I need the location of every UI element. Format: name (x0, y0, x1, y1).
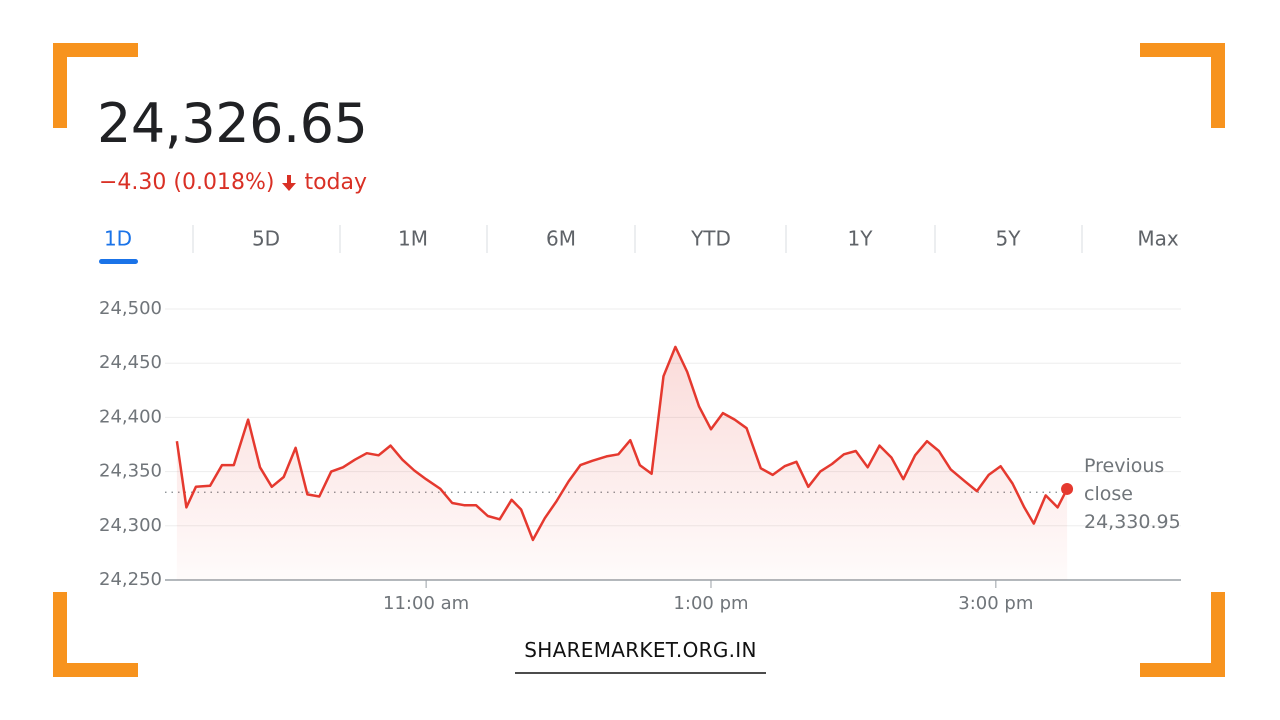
y-tick-label: 24,250 (99, 569, 162, 590)
x-tick-label: 11:00 am (383, 593, 469, 614)
corner-brackets (53, 43, 1225, 677)
tab-indicator (99, 259, 138, 264)
y-tick-label: 24,400 (99, 406, 162, 427)
x-tick-label: 1:00 pm (673, 593, 748, 614)
last-point (1061, 482, 1074, 495)
area (176, 346, 1068, 580)
tab[interactable]: 5Y (996, 227, 1022, 251)
footer-text: SHAREMARKET.ORG.IN (524, 638, 757, 662)
price: 24,326.65 (97, 92, 368, 155)
previous-close-annotation: Previous close 24,330.95 (1084, 452, 1184, 536)
tab[interactable]: YTD (690, 227, 731, 251)
change-period: today (304, 170, 368, 195)
tab[interactable]: 1D (104, 227, 132, 251)
down-arrow (282, 174, 297, 191)
tab[interactable]: 5D (252, 227, 280, 251)
y-tick-label: 24,350 (99, 461, 162, 482)
y-tick-label: 24,300 (99, 515, 162, 536)
tab[interactable]: 1Y (848, 227, 874, 251)
change-value: −4.30 (0.018%) (99, 170, 275, 195)
price-change: −4.30 (0.018%) today (99, 170, 367, 195)
tab[interactable]: 6M (546, 227, 576, 251)
tab[interactable]: Max (1137, 227, 1179, 251)
y-tick-label: 24,450 (99, 352, 162, 373)
line (175, 345, 1069, 542)
previous-close-name: Previous close (1084, 455, 1165, 505)
tab-separators (192, 225, 1083, 253)
previous-close-value: 24,330.95 (1084, 511, 1181, 533)
y-tick-label: 24,500 (99, 298, 162, 319)
x-tick-label: 3:00 pm (958, 593, 1033, 614)
tab[interactable]: 1M (398, 227, 428, 251)
